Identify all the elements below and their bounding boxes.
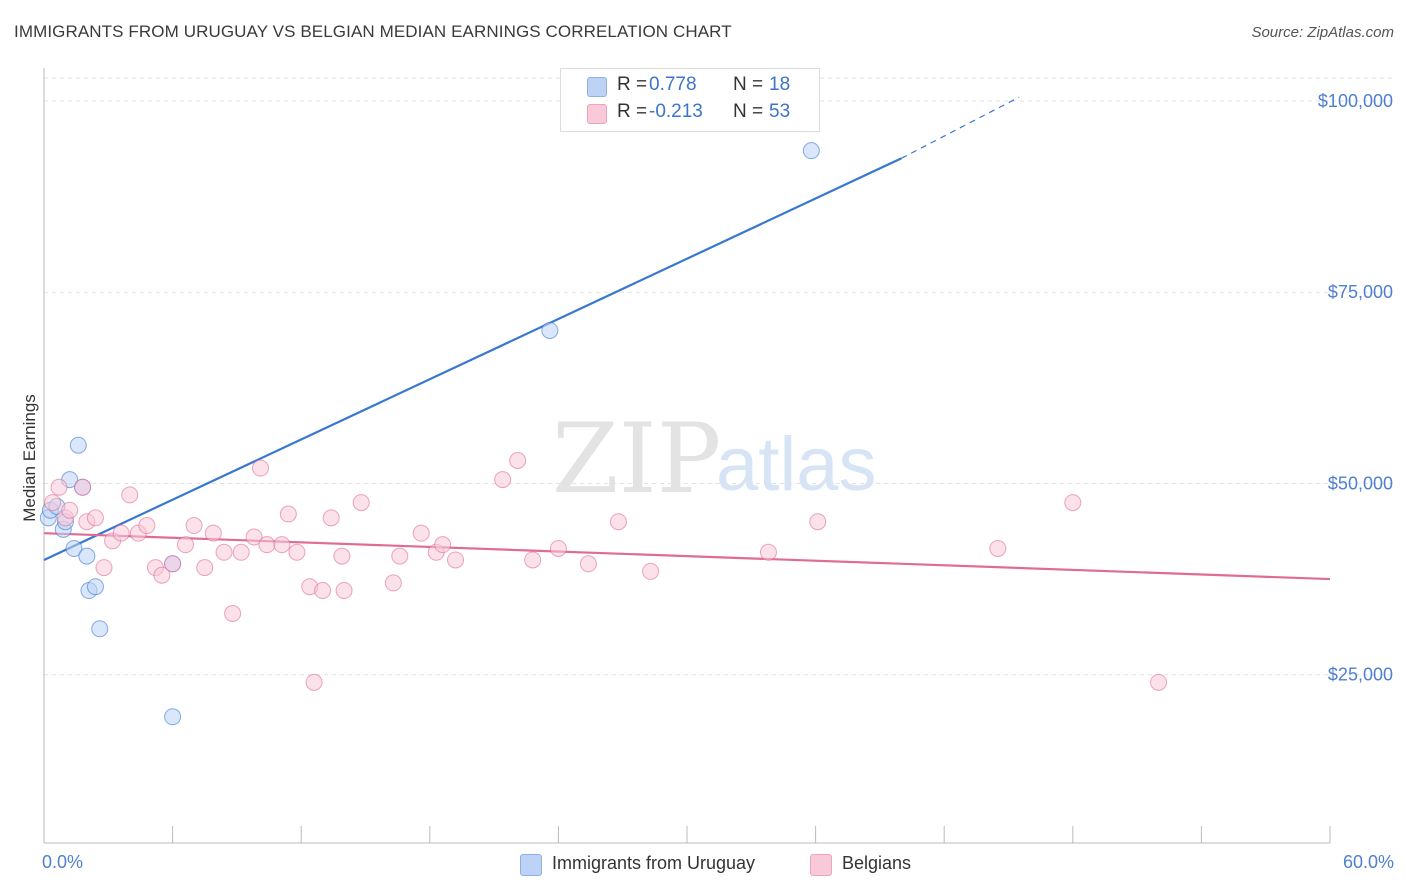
trend-line xyxy=(43,157,902,561)
y-tick-label: $75,000 xyxy=(1328,282,1393,302)
series-legend: Immigrants from Uruguay Belgians xyxy=(0,852,1406,878)
y-tick-labels: $25,000 $50,000 $75,000 $100,000 xyxy=(1318,91,1393,685)
point-belgians xyxy=(447,551,465,569)
point-belgians xyxy=(50,478,68,496)
n-value: 18 xyxy=(769,74,791,95)
point-belgians xyxy=(333,547,351,565)
point-belgians xyxy=(322,509,340,527)
y-tick-label: $50,000 xyxy=(1328,473,1393,493)
point-uruguay xyxy=(164,708,182,726)
point-uruguay xyxy=(91,620,109,638)
point-belgians xyxy=(989,539,1007,557)
point-belgians xyxy=(185,517,203,535)
point-belgians xyxy=(251,459,269,477)
legend-row-belgians: R = -0.213 N = 53 xyxy=(561,100,819,126)
r-value: -0.213 xyxy=(649,101,703,122)
point-belgians xyxy=(258,536,276,554)
legend-swatch-blue xyxy=(587,77,607,97)
point-uruguay xyxy=(69,436,87,454)
point-belgians xyxy=(314,582,332,600)
point-belgians xyxy=(288,543,306,561)
x-tick-max: 60.0% xyxy=(1342,852,1394,872)
correlation-legend: R = 0.778 N = 18 R = -0.213 N = 53 xyxy=(560,68,820,132)
source-label: Source: ZipAtlas.com xyxy=(1251,24,1394,41)
point-belgians xyxy=(384,574,402,592)
point-uruguay xyxy=(541,321,559,339)
point-belgians xyxy=(74,478,92,496)
gridlines xyxy=(44,77,1394,676)
point-belgians xyxy=(524,551,542,569)
n-label: N = xyxy=(733,74,764,95)
point-belgians xyxy=(759,543,777,561)
point-belgians xyxy=(1150,673,1168,691)
point-belgians xyxy=(86,509,104,527)
n-label: N = xyxy=(733,101,764,122)
data-points xyxy=(39,142,1168,726)
point-belgians xyxy=(412,524,430,542)
legend-swatch-blue xyxy=(520,854,542,876)
legend-label: Immigrants from Uruguay xyxy=(552,853,756,873)
legend-row-uruguay: R = 0.778 N = 18 xyxy=(561,73,819,99)
point-belgians xyxy=(509,452,527,469)
point-belgians xyxy=(215,543,233,561)
point-belgians xyxy=(279,505,297,523)
point-belgians xyxy=(121,486,139,504)
point-belgians xyxy=(176,536,194,554)
point-uruguay xyxy=(86,578,104,596)
point-belgians xyxy=(204,524,222,542)
point-belgians xyxy=(112,524,130,542)
point-belgians xyxy=(809,513,827,531)
point-uruguay xyxy=(65,539,83,557)
legend-label: Belgians xyxy=(842,853,912,873)
watermark-zip: ZIP xyxy=(552,403,721,515)
r-value: 0.778 xyxy=(649,74,697,95)
n-value: 53 xyxy=(769,101,791,122)
legend-swatch-pink xyxy=(587,104,607,124)
point-belgians xyxy=(95,559,113,577)
watermark: ZIP atlas xyxy=(552,403,877,515)
point-belgians xyxy=(224,605,242,622)
point-belgians xyxy=(164,555,182,573)
point-belgians xyxy=(273,536,291,554)
point-belgians xyxy=(494,471,512,489)
point-belgians xyxy=(352,494,370,512)
r-label: R = xyxy=(617,74,648,95)
point-belgians xyxy=(245,528,263,546)
point-belgians xyxy=(434,536,452,554)
point-belgians xyxy=(138,517,156,535)
y-tick-label: $25,000 xyxy=(1328,665,1393,685)
point-belgians xyxy=(61,501,79,519)
point-uruguay xyxy=(802,142,820,160)
point-belgians xyxy=(44,494,62,512)
point-belgians xyxy=(305,673,323,691)
y-tick-label: $100,000 xyxy=(1318,91,1393,111)
point-belgians xyxy=(153,566,171,584)
point-belgians xyxy=(642,562,660,580)
point-uruguay xyxy=(78,547,96,565)
watermark-atlas: atlas xyxy=(716,422,877,507)
legend-swatch-pink xyxy=(810,854,832,876)
point-belgians xyxy=(196,559,214,577)
point-belgians xyxy=(391,547,409,565)
point-belgians xyxy=(609,513,627,531)
trend-line-extension xyxy=(901,96,1020,159)
point-belgians xyxy=(1064,494,1082,512)
point-belgians xyxy=(579,555,597,573)
x-tick-min: 0.0% xyxy=(42,852,84,872)
axes xyxy=(43,68,1331,844)
chart-title: IMMIGRANTS FROM URUGUAY VS BELGIAN MEDIA… xyxy=(14,22,732,41)
r-label: R = xyxy=(617,101,648,122)
point-belgians xyxy=(335,582,353,600)
point-belgians xyxy=(549,539,567,557)
point-belgians xyxy=(232,543,250,561)
